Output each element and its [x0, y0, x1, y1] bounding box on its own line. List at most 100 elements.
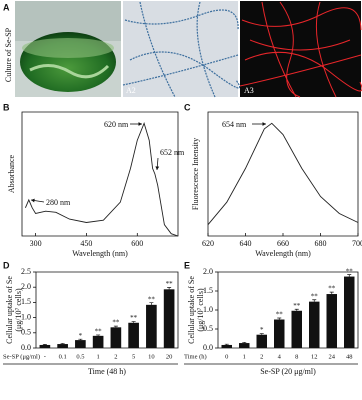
- error-bar: [347, 274, 352, 277]
- category-label: 0: [225, 353, 228, 360]
- bar: [39, 344, 51, 348]
- bar: [256, 334, 267, 348]
- error-bar: [294, 308, 299, 311]
- x-axis-title: Time (48 h): [88, 367, 126, 376]
- row-label: Time (h): [184, 353, 207, 360]
- significance-mark: **: [166, 280, 174, 288]
- spectrum-line: [207, 122, 359, 225]
- row-label: Se-SP (μg/ml): [3, 353, 40, 360]
- category-label: 48: [346, 353, 353, 360]
- error-bar: [96, 334, 101, 336]
- x-tick-label: 680: [315, 239, 327, 248]
- bar: [274, 319, 285, 348]
- y-axis-title: Cellular uptake of Se: [187, 276, 196, 344]
- photo-microscope: A2: [122, 1, 241, 98]
- category-label: 8: [295, 353, 298, 360]
- x-axis-title: Wavelength (nm): [72, 249, 128, 258]
- panel-label: B: [3, 102, 10, 112]
- significance-mark: **: [130, 314, 138, 322]
- annotation: 280 nm: [46, 198, 71, 207]
- category-label: -: [44, 353, 46, 360]
- error-bar: [42, 344, 47, 345]
- axis-frame: [207, 111, 359, 237]
- x-tick-label: 660: [277, 239, 289, 248]
- significance-mark: **: [328, 285, 336, 293]
- panel-label: E: [184, 260, 190, 270]
- category-label: 2: [114, 353, 117, 360]
- y-tick-label: 1.0: [21, 312, 31, 321]
- x-tick-label: 640: [240, 239, 252, 248]
- significance-mark: **: [148, 295, 156, 303]
- y-tick-label: 2.0: [203, 267, 213, 276]
- category-label: 2: [260, 353, 263, 360]
- x-tick-label: 700: [352, 239, 362, 248]
- annotation: 620 nm: [104, 120, 129, 129]
- y-axis-title: Absorbance: [7, 154, 16, 193]
- error-bar: [259, 333, 264, 335]
- category-label: 1: [243, 353, 246, 360]
- category-label: 0.5: [76, 353, 84, 360]
- y-tick-label: 1.5: [21, 297, 31, 306]
- error-bar: [167, 287, 172, 290]
- category-label: 5: [132, 353, 135, 360]
- y-axis-title: Fluorescence Intensity: [191, 138, 200, 210]
- error-bar: [277, 317, 282, 320]
- annotation: 654 nm: [222, 120, 247, 129]
- bar: [57, 344, 68, 348]
- annotation: 652 nm: [160, 148, 185, 157]
- image-label: A3: [244, 86, 254, 95]
- error-bar: [131, 321, 136, 323]
- y-tick-label: 0.0: [21, 343, 31, 352]
- arrow-head: [262, 122, 266, 126]
- y-tick-label: 1.0: [203, 305, 213, 314]
- category-label: 0.1: [59, 353, 67, 360]
- error-bar: [60, 343, 65, 345]
- y-tick-label: 2.0: [21, 282, 31, 291]
- y-tick-label: 0.0: [203, 343, 213, 352]
- arrow-head: [31, 198, 35, 203]
- error-bar: [113, 325, 118, 328]
- significance-mark: *: [79, 332, 83, 340]
- bar: [344, 276, 355, 348]
- category-label: 20: [166, 353, 173, 360]
- axis-frame: [35, 271, 179, 349]
- image-label: A2: [126, 86, 136, 95]
- error-bar: [242, 341, 247, 344]
- x-axis-title: Se-SP (20 μg/ml): [260, 367, 316, 376]
- error-bar: [149, 302, 154, 305]
- bar: [163, 289, 175, 348]
- significance-mark: **: [112, 319, 120, 327]
- significance-mark: **: [311, 292, 319, 300]
- significance-mark: **: [95, 328, 103, 336]
- y-tick-label: 1.5: [203, 286, 213, 295]
- y-tick-label: 0.5: [203, 324, 213, 333]
- bar: [239, 343, 250, 348]
- panel-label: A: [3, 2, 10, 12]
- x-axis-title: Wavelength (nm): [255, 249, 311, 258]
- y-tick-label: 2.5: [21, 267, 31, 276]
- x-tick-label: 450: [80, 239, 92, 248]
- category-label: 1: [97, 353, 100, 360]
- photo-culture: [15, 1, 121, 97]
- bar: [221, 344, 232, 348]
- arrow-head: [155, 166, 160, 170]
- error-bar: [312, 299, 317, 302]
- bar: [326, 294, 337, 348]
- bar: [146, 304, 157, 348]
- error-bar: [329, 291, 334, 295]
- significance-mark: **: [293, 302, 301, 310]
- significance-mark: *: [260, 326, 264, 334]
- row-label: Culture of Se-SP: [4, 27, 13, 82]
- y-tick-label: 0.5: [21, 328, 31, 337]
- x-tick-label: 300: [30, 239, 42, 248]
- panel-label: C: [184, 102, 191, 112]
- axis-frame: [217, 271, 359, 349]
- y-axis-unit: (μg/10⁷ cells): [196, 288, 205, 332]
- arrow-head: [138, 122, 142, 126]
- panel-label: D: [3, 260, 10, 270]
- error-bar: [78, 338, 83, 341]
- error-bar: [224, 343, 229, 345]
- bar: [309, 301, 320, 348]
- category-label: 10: [148, 353, 155, 360]
